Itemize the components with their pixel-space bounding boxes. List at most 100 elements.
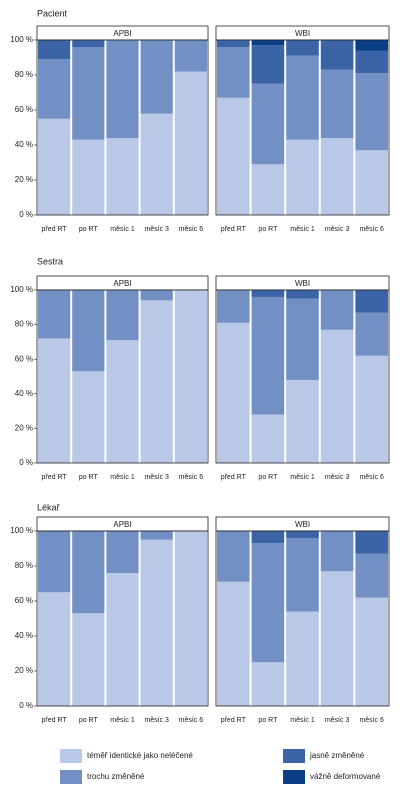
bar-segment <box>106 340 139 463</box>
x-tick-label: měsíc 1 <box>110 717 135 724</box>
bar-segment <box>355 290 388 313</box>
bar-segment <box>106 290 139 341</box>
row-label: Lékař <box>37 502 61 512</box>
bar-segment <box>106 531 139 573</box>
bar-segment <box>320 69 354 138</box>
bar-segment <box>38 531 71 593</box>
bar-segment <box>72 40 105 47</box>
legend-label: vážně deformované <box>310 772 381 781</box>
bar-segment <box>72 371 105 463</box>
y-tick-label: 60 % <box>15 596 33 605</box>
bar-segment <box>38 338 71 463</box>
x-tick-label: měsíc 3 <box>325 717 350 724</box>
y-tick-label: 80 % <box>15 70 33 79</box>
bar-segment <box>174 290 207 463</box>
bar-segment <box>320 531 354 572</box>
x-tick-label: měsíc 6 <box>359 717 384 724</box>
bar-segment <box>251 83 285 165</box>
x-tick-label: před RT <box>221 474 247 481</box>
x-tick-label: měsíc 1 <box>290 226 315 233</box>
bar-segment <box>251 40 285 46</box>
x-tick-label: měsíc 6 <box>359 474 384 481</box>
bar-segment <box>217 531 250 582</box>
x-tick-label: měsíc 6 <box>179 717 204 724</box>
y-tick-label: 40 % <box>15 631 33 640</box>
x-tick-label: měsíc 3 <box>144 717 169 724</box>
y-tick-label: 20 % <box>15 175 33 184</box>
bar-segment <box>140 40 173 114</box>
bar-segment <box>72 290 105 372</box>
bar-segment <box>286 538 319 612</box>
bar-segment <box>251 414 285 463</box>
x-tick-label: po RT <box>258 717 278 724</box>
x-tick-label: měsíc 1 <box>110 474 135 481</box>
y-tick-label: 40 % <box>15 140 33 149</box>
y-tick-label: 80 % <box>15 561 33 570</box>
y-tick-label: 100 % <box>10 285 33 294</box>
bar-segment <box>355 597 388 706</box>
panel-frame <box>215 530 390 707</box>
bar-segment <box>251 543 285 663</box>
bar-segment <box>217 97 250 215</box>
bar-segment <box>217 322 250 463</box>
bar-segment <box>217 47 250 98</box>
panel-title: APBI <box>113 520 131 529</box>
bar-segment <box>286 531 319 538</box>
bar-segment <box>140 290 173 301</box>
panel-title: APBI <box>113 279 131 288</box>
bar-segment <box>140 113 173 215</box>
y-tick-label: 20 % <box>15 424 33 433</box>
bar-segment <box>140 300 173 463</box>
x-tick-label: po RT <box>258 226 278 233</box>
bar-segment <box>286 298 319 380</box>
bar-segment <box>217 581 250 706</box>
bar-segment <box>106 40 139 138</box>
panel-frame <box>36 39 209 216</box>
x-tick-label: měsíc 6 <box>359 226 384 233</box>
bar-segment <box>355 50 388 74</box>
panel-title: WBI <box>295 520 310 529</box>
x-tick-label: po RT <box>79 474 99 481</box>
x-tick-label: měsíc 6 <box>179 226 204 233</box>
x-tick-label: měsíc 3 <box>144 474 169 481</box>
panel-frame <box>215 39 390 216</box>
panel-frame <box>36 530 209 707</box>
y-tick-label: 100 % <box>10 526 33 535</box>
bar-segment <box>286 379 319 463</box>
row-label: Pacient <box>37 8 68 18</box>
bar-segment <box>174 71 207 215</box>
bar-segment <box>286 40 319 56</box>
bar-segment <box>72 139 105 215</box>
y-tick-label: 40 % <box>15 389 33 398</box>
x-tick-label: měsíc 3 <box>325 474 350 481</box>
bar-segment <box>251 662 285 706</box>
bar-segment <box>355 73 388 151</box>
bar-segment <box>72 531 105 614</box>
x-tick-label: před RT <box>221 226 247 233</box>
x-tick-label: měsíc 1 <box>290 474 315 481</box>
bar-segment <box>286 139 319 215</box>
panel-frame <box>215 289 390 464</box>
bar-segment <box>251 45 285 84</box>
y-tick-label: 60 % <box>15 105 33 114</box>
legend-label: trochu změněné <box>87 772 145 781</box>
y-tick-label: 80 % <box>15 320 33 329</box>
x-tick-label: měsíc 1 <box>290 717 315 724</box>
panel-title: WBI <box>295 29 310 38</box>
legend-swatch <box>283 770 305 784</box>
bar-segment <box>355 150 388 215</box>
bar-segment <box>72 613 105 706</box>
bar-segment <box>286 611 319 706</box>
bar-segment <box>106 573 139 706</box>
bar-segment <box>320 329 354 463</box>
y-tick-label: 100 % <box>10 35 33 44</box>
x-tick-label: před RT <box>221 717 247 724</box>
bar-segment <box>320 571 354 706</box>
bar-segment <box>72 47 105 140</box>
panel-title: APBI <box>113 29 131 38</box>
bar-segment <box>217 40 250 47</box>
bar-segment <box>174 531 207 706</box>
bar-segment <box>286 55 319 140</box>
bar-segment <box>38 118 71 215</box>
